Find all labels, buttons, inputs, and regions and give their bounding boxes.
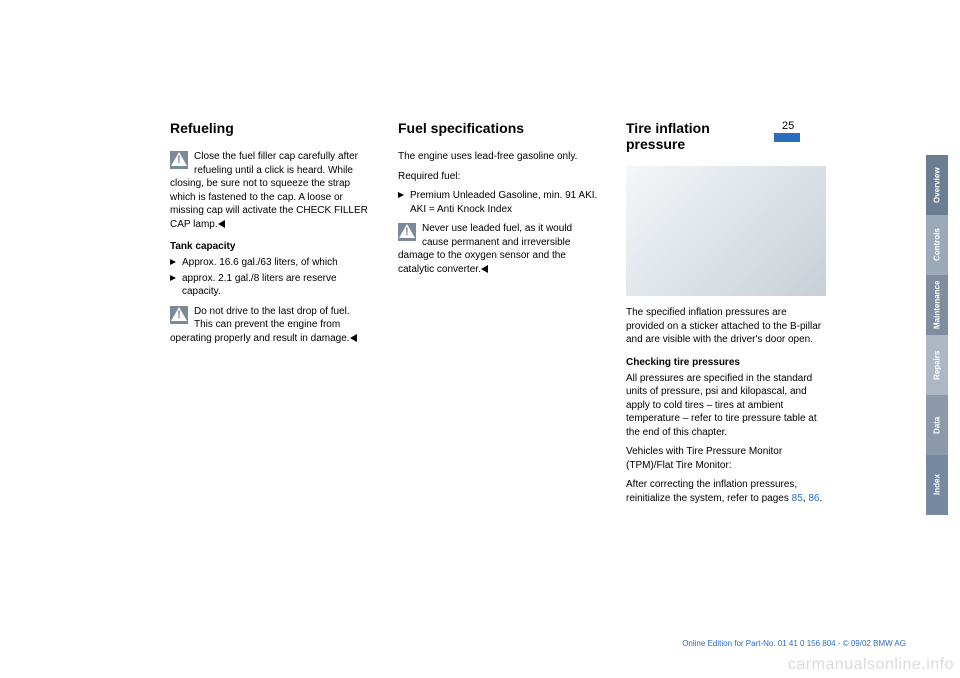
end-marker-icon [218,220,225,228]
text-fragment: . [819,493,822,504]
tab-repairs[interactable]: Repairs [926,335,948,395]
warning-icon: ! [398,223,416,241]
paragraph: The engine uses lead-free gasoline only. [398,150,598,164]
warning-text: Close the fuel filler cap carefully afte… [170,150,370,231]
page-ref-85[interactable]: 85 [792,493,803,504]
page-ref-86[interactable]: 86 [808,493,819,504]
warning-body: Do not drive to the last drop of fuel. T… [170,306,350,344]
warning-leaded-fuel: ! Never use leaded fuel, as it would cau… [398,222,598,276]
warning-filler-cap: ! Close the fuel filler cap carefully af… [170,150,370,231]
column-fuel-specs: Fuel specifications The engine uses lead… [398,120,598,511]
warning-body: Close the fuel filler cap carefully afte… [170,151,368,230]
warning-text: Never use leaded fuel, as it would cause… [398,222,598,276]
end-marker-icon [481,265,488,273]
b-pillar-sticker-image [626,166,826,296]
text-fragment: After correcting the inflation pressures… [626,479,797,504]
column-refueling: Refueling ! Close the fuel filler cap ca… [170,120,370,511]
tank-capacity-list: Approx. 16.6 gal./63 liters, of which ap… [170,256,370,299]
heading-fuel-specs: Fuel specifications [398,120,598,136]
heading-tank-capacity: Tank capacity [170,241,370,252]
paragraph: The specified inflation pressures are pr… [626,306,826,347]
heading-tire-pressure: Tire inflation pressure [626,120,770,152]
warning-last-drop: ! Do not drive to the last drop of fuel.… [170,305,370,346]
tab-data[interactable]: Data [926,395,948,455]
footer-edition: Online Edition for Part-No. 01 41 0 156 … [682,639,906,648]
paragraph: Required fuel: [398,170,598,184]
page-number: 25 [782,120,794,132]
heading-refueling: Refueling [170,120,370,136]
paragraph: Vehicles with Tire Pressure Monitor (TPM… [626,445,826,472]
manual-page: Refueling ! Close the fuel filler cap ca… [0,0,960,551]
list-item: approx. 2.1 gal./8 liters are reserve ca… [170,272,370,299]
tab-overview[interactable]: Overview [926,155,948,215]
warning-icon: ! [170,151,188,169]
paragraph: All pressures are specified in the stand… [626,372,826,440]
list-item: Approx. 16.6 gal./63 liters, of which [170,256,370,270]
paragraph-with-refs: After correcting the inflation pressures… [626,478,826,505]
watermark: carmanualsonline.info [788,656,954,674]
page-marker-icon [774,133,800,142]
side-tabs: Overview Controls Maintenance Repairs Da… [926,155,948,515]
tab-controls[interactable]: Controls [926,215,948,275]
warning-text: Do not drive to the last drop of fuel. T… [170,305,370,346]
heading-checking-pressures: Checking tire pressures [626,357,826,368]
tab-maintenance[interactable]: Maintenance [926,275,948,335]
page-number-block: 25 [770,120,826,143]
list-item: Premium Unleaded Gasoline, min. 91 AKI. … [398,189,598,216]
tab-index[interactable]: Index [926,455,948,515]
end-marker-icon [350,334,357,342]
required-fuel-list: Premium Unleaded Gasoline, min. 91 AKI. … [398,189,598,216]
header-row: Tire inflation pressure 25 [626,120,826,166]
warning-icon: ! [170,306,188,324]
column-tire-pressure: Tire inflation pressure 25 The specified… [626,120,826,511]
